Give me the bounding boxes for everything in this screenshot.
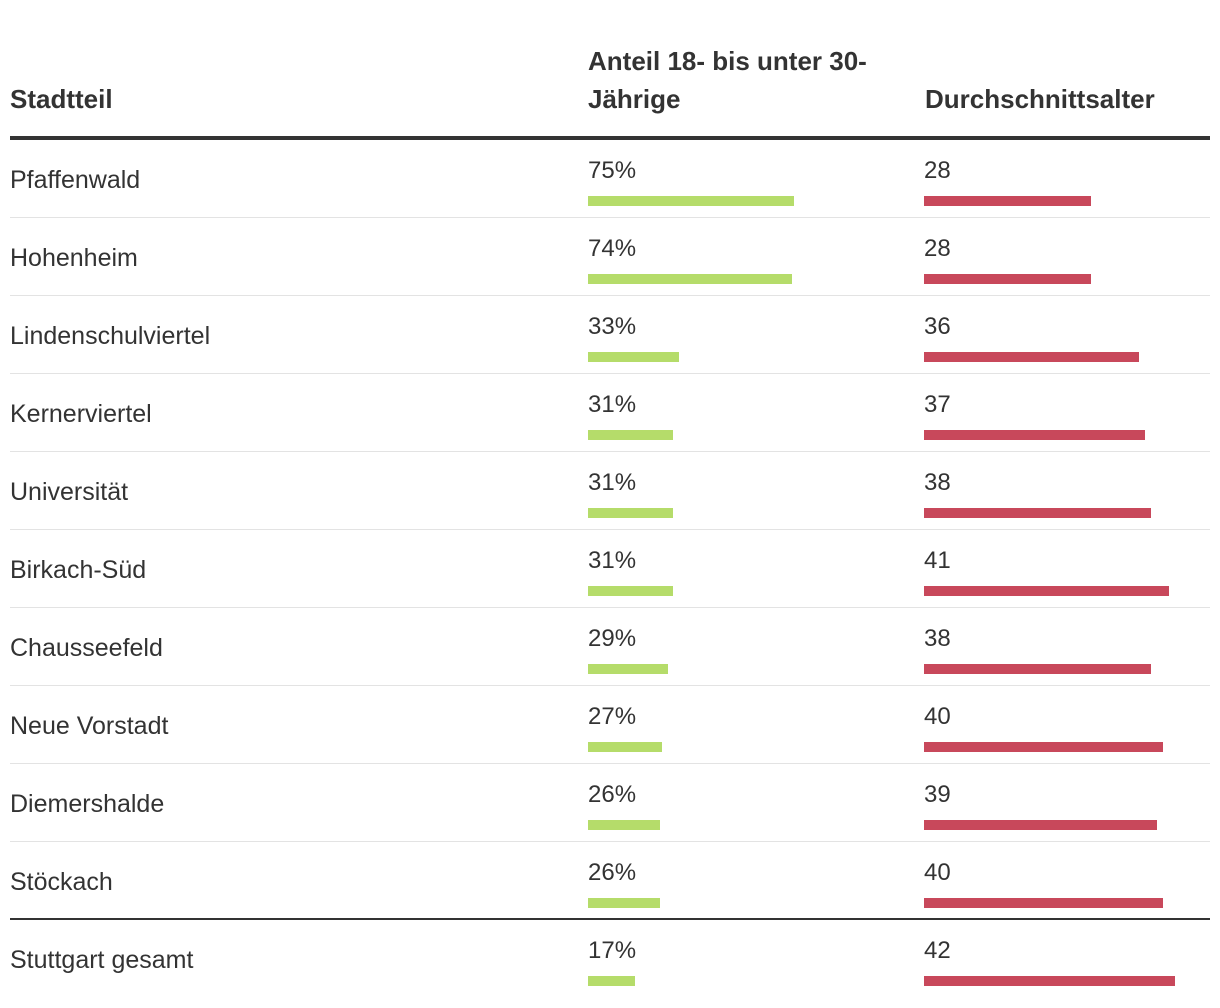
district-name: Chausseefeld	[10, 634, 163, 662]
age-value-label: 28	[924, 157, 951, 184]
age-bar	[924, 430, 1145, 440]
share-value-label: 26%	[588, 859, 637, 886]
data-table: Stadtteil Anteil 18- bis unter 30-Jährig…	[10, 0, 1210, 998]
age-bar	[924, 352, 1139, 362]
table-row: Birkach-Süd 31% 41	[10, 530, 1210, 608]
share-bar	[588, 196, 794, 206]
table-row: Lindenschulviertel 33% 36	[10, 296, 1210, 374]
age-value-label: 40	[924, 859, 951, 886]
age-bar	[924, 898, 1163, 908]
age-bar	[924, 664, 1151, 674]
age-value-label: 40	[924, 703, 951, 730]
share-value-label: 29%	[588, 625, 637, 652]
share-bar	[588, 976, 635, 986]
age-bar	[924, 508, 1151, 518]
age-value-label: 36	[924, 313, 951, 340]
district-name: Lindenschulviertel	[10, 322, 211, 350]
share-bar	[588, 352, 679, 362]
table-header: Stadtteil Anteil 18- bis unter 30-Jährig…	[10, 0, 1210, 140]
share-value-label: 74%	[588, 235, 637, 262]
table-row: Universität 31% 38	[10, 452, 1210, 530]
share-bar	[588, 820, 660, 830]
district-name: Birkach-Süd	[10, 556, 147, 584]
age-bar	[924, 196, 1091, 206]
column-header-share: Anteil 18- bis unter 30-Jährige	[588, 46, 867, 114]
share-bar	[588, 430, 673, 440]
age-value-label: 39	[924, 781, 951, 808]
table-row: Chausseefeld 29% 38	[10, 608, 1210, 686]
table-row: Pfaffenwald 75% 28	[10, 140, 1210, 218]
table-row: Hohenheim 74% 28	[10, 218, 1210, 296]
district-name: Kernerviertel	[10, 400, 152, 428]
column-header-age: Durchschnittsalter	[925, 84, 1155, 114]
age-value-label: 28	[924, 235, 951, 262]
share-bar	[588, 508, 673, 518]
age-bar	[924, 586, 1169, 596]
table-row: Diemershalde 26% 39	[10, 764, 1210, 842]
district-name: Stöckach	[10, 868, 113, 896]
district-name: Hohenheim	[10, 244, 138, 272]
share-bar	[588, 586, 673, 596]
table-body: Pfaffenwald 75% 28 Hohenheim 74% 28 Lindenschu…	[10, 140, 1210, 998]
age-value-label: 38	[924, 469, 951, 496]
share-bar	[588, 664, 668, 674]
age-value-label: 41	[924, 547, 951, 574]
table-row: Kernerviertel 31% 37	[10, 374, 1210, 452]
table-row: Stöckach 26% 40	[10, 842, 1210, 920]
age-bar	[924, 742, 1163, 752]
district-name: Diemershalde	[10, 790, 165, 818]
age-value-label: 42	[924, 937, 951, 964]
share-value-label: 33%	[588, 313, 637, 340]
age-value-label: 37	[924, 391, 951, 418]
share-value-label: 27%	[588, 703, 637, 730]
share-bar	[588, 274, 792, 284]
share-value-label: 75%	[588, 157, 637, 184]
total-row: Stuttgart gesamt 17% 42	[10, 920, 1210, 998]
district-name: Neue Vorstadt	[10, 712, 169, 740]
district-name: Stuttgart gesamt	[10, 946, 194, 974]
share-value-label: 26%	[588, 781, 637, 808]
district-name: Pfaffenwald	[10, 166, 141, 194]
share-value-label: 31%	[588, 469, 637, 496]
share-value-label: 31%	[588, 547, 637, 574]
table-row: Neue Vorstadt 27% 40	[10, 686, 1210, 764]
share-bar	[588, 742, 662, 752]
share-value-label: 17%	[588, 937, 637, 964]
age-bar	[924, 820, 1157, 830]
age-bar	[924, 976, 1175, 986]
age-bar	[924, 274, 1091, 284]
column-header-district: Stadtteil	[10, 84, 113, 114]
share-value-label: 31%	[588, 391, 637, 418]
share-bar	[588, 898, 660, 908]
age-value-label: 38	[924, 625, 951, 652]
district-name: Universität	[10, 478, 129, 506]
